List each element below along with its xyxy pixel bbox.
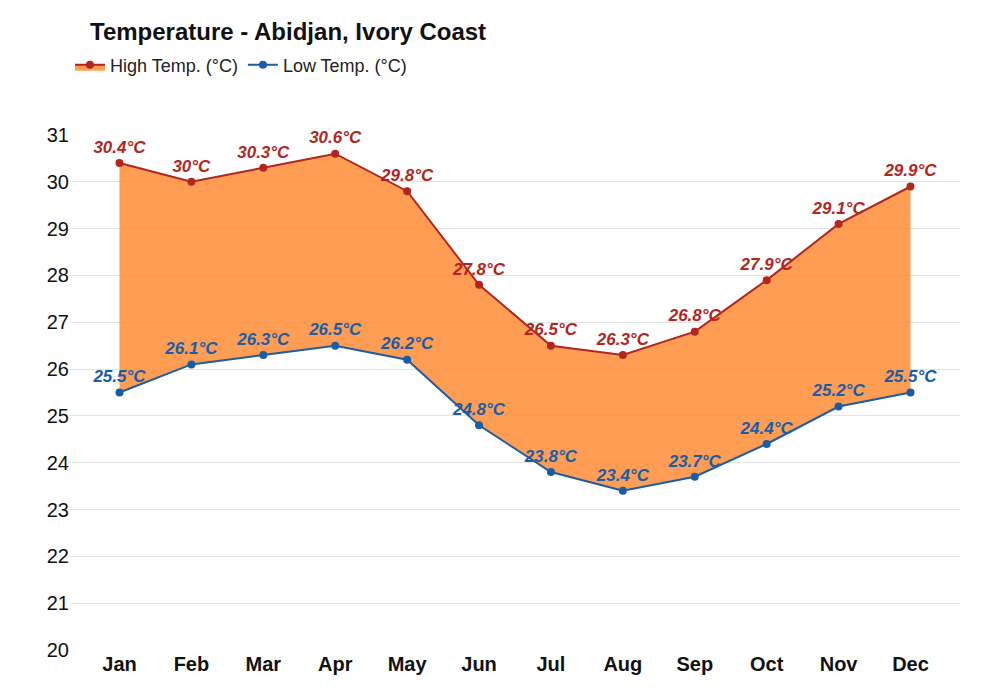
svg-text:27.8°C: 27.8°C	[452, 260, 506, 279]
svg-text:29.9°C: 29.9°C	[883, 161, 937, 180]
svg-text:Nov: Nov	[820, 653, 859, 675]
svg-text:30.6°C: 30.6°C	[309, 128, 362, 147]
svg-text:23.4°C: 23.4°C	[596, 466, 650, 485]
svg-text:30.3°C: 30.3°C	[237, 143, 290, 162]
svg-text:31: 31	[47, 124, 69, 146]
svg-text:25.5°C: 25.5°C	[92, 367, 146, 386]
svg-text:High Temp. (°C): High Temp. (°C)	[110, 56, 238, 76]
svg-text:Jan: Jan	[102, 653, 136, 675]
svg-text:30: 30	[47, 171, 69, 193]
svg-text:Feb: Feb	[174, 653, 210, 675]
svg-text:Apr: Apr	[318, 653, 353, 675]
svg-text:20: 20	[47, 639, 69, 661]
svg-text:27: 27	[47, 311, 69, 333]
svg-text:25.2°C: 25.2°C	[812, 381, 866, 400]
svg-text:23: 23	[47, 499, 69, 521]
svg-text:26: 26	[47, 358, 69, 380]
svg-text:30.4°C: 30.4°C	[93, 138, 146, 157]
svg-text:22: 22	[47, 545, 69, 567]
svg-text:23.8°C: 23.8°C	[524, 447, 578, 466]
svg-text:26.5°C: 26.5°C	[524, 320, 578, 339]
svg-text:29: 29	[47, 218, 69, 240]
svg-text:Jul: Jul	[536, 653, 565, 675]
svg-text:Jun: Jun	[461, 653, 497, 675]
svg-text:29.8°C: 29.8°C	[380, 166, 434, 185]
svg-text:26.3°C: 26.3°C	[236, 330, 290, 349]
svg-text:Sep: Sep	[676, 653, 713, 675]
svg-text:24.4°C: 24.4°C	[740, 419, 794, 438]
svg-text:Dec: Dec	[892, 653, 929, 675]
svg-text:21: 21	[47, 592, 69, 614]
svg-text:26.1°C: 26.1°C	[164, 339, 218, 358]
svg-text:26.8°C: 26.8°C	[668, 306, 722, 325]
svg-text:27.9°C: 27.9°C	[740, 255, 794, 274]
svg-text:26.5°C: 26.5°C	[308, 320, 362, 339]
svg-text:25: 25	[47, 405, 69, 427]
svg-text:28: 28	[47, 264, 69, 286]
svg-text:May: May	[388, 653, 428, 675]
svg-text:24: 24	[47, 452, 69, 474]
svg-text:Temperature - Abidjan, Ivory C: Temperature - Abidjan, Ivory Coast	[90, 18, 486, 45]
svg-text:24.8°C: 24.8°C	[452, 400, 506, 419]
svg-text:26.3°C: 26.3°C	[596, 330, 650, 349]
svg-text:Mar: Mar	[246, 653, 282, 675]
svg-text:Oct: Oct	[750, 653, 784, 675]
svg-text:Low Temp. (°C): Low Temp. (°C)	[283, 56, 407, 76]
svg-text:25.5°C: 25.5°C	[883, 367, 937, 386]
svg-text:26.2°C: 26.2°C	[380, 334, 434, 353]
svg-text:29.1°C: 29.1°C	[812, 199, 866, 218]
svg-text:30°C: 30°C	[172, 157, 211, 176]
svg-text:Aug: Aug	[603, 653, 642, 675]
svg-text:23.7°C: 23.7°C	[668, 452, 722, 471]
